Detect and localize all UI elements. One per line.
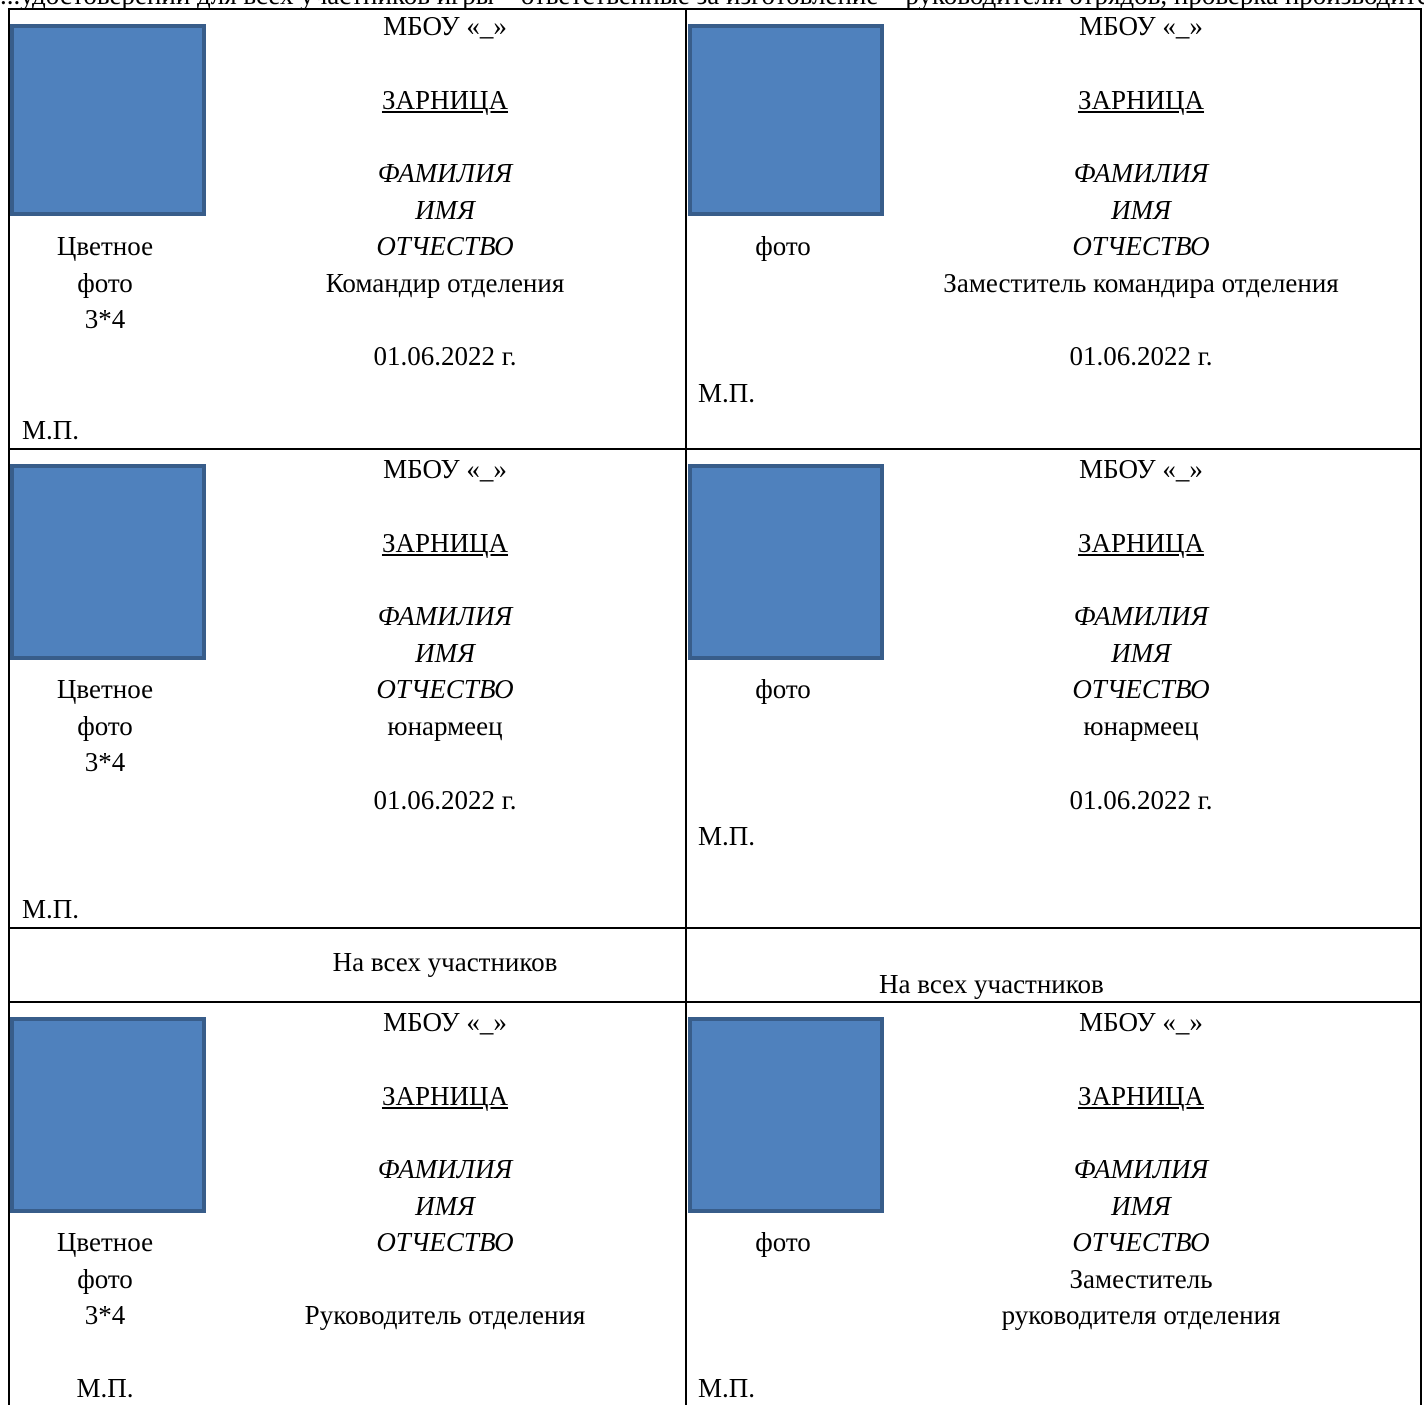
card-title: ЗАРНИЦА xyxy=(1077,1081,1205,1111)
table-rule xyxy=(8,1001,1422,1003)
photo-placeholder xyxy=(10,464,206,660)
surname-field: ФАМИЛИЯ xyxy=(1073,1154,1209,1184)
table-rule xyxy=(8,8,1422,10)
school-name: МБОУ «_» xyxy=(1079,1007,1203,1037)
photo-caption: фото xyxy=(755,674,811,704)
school-name: МБОУ «_» xyxy=(1079,11,1203,41)
table-rule xyxy=(1420,8,1422,1405)
photo-caption: 3*4 xyxy=(84,747,126,777)
photo-caption: фото xyxy=(77,268,133,298)
patronymic-field: ОТЧЕСТВО xyxy=(376,231,514,261)
note-all-participants: На всех участников xyxy=(332,947,558,977)
table-rule xyxy=(8,8,10,1405)
patronymic-field: ОТЧЕСТВО xyxy=(1072,1227,1210,1257)
role-label: Заместитель xyxy=(1069,1264,1213,1294)
surname-field: ФАМИЛИЯ xyxy=(377,601,513,631)
issue-date: 01.06.2022 г. xyxy=(1069,785,1213,815)
role-label: юнармеец xyxy=(1083,711,1199,741)
surname-field: ФАМИЛИЯ xyxy=(1073,158,1209,188)
surname-field: ФАМИЛИЯ xyxy=(377,1154,513,1184)
card-title: ЗАРНИЦА xyxy=(1077,85,1205,115)
role-label: руководителя отделения xyxy=(1001,1300,1281,1330)
photo-caption: фото xyxy=(77,711,133,741)
role-label: Руководитель отделения xyxy=(304,1300,586,1330)
card-title: ЗАРНИЦА xyxy=(1077,528,1205,558)
stamp-label: М.П. xyxy=(22,415,80,445)
issue-date: 01.06.2022 г. xyxy=(1069,341,1213,371)
table-rule xyxy=(685,8,687,1405)
photo-caption: 3*4 xyxy=(84,1300,126,1330)
school-name: МБОУ «_» xyxy=(383,11,507,41)
card-title: ЗАРНИЦА xyxy=(381,1081,509,1111)
name-field: ИМЯ xyxy=(415,195,475,225)
photo-caption: Цветное xyxy=(56,231,154,261)
role-label: Заместитель командира отделения xyxy=(943,268,1339,298)
patronymic-field: ОТЧЕСТВО xyxy=(1072,231,1210,261)
photo-placeholder xyxy=(10,24,206,216)
photo-placeholder xyxy=(688,464,884,660)
issue-date: 01.06.2022 г. xyxy=(373,785,517,815)
issue-date: 01.06.2022 г. xyxy=(373,341,517,371)
table-rule xyxy=(8,448,1422,450)
photo-placeholder xyxy=(688,24,884,216)
photo-placeholder xyxy=(10,1017,206,1213)
note-all-participants: На всех участников xyxy=(879,969,1104,999)
photo-caption: Цветное xyxy=(56,1227,154,1257)
school-name: МБОУ «_» xyxy=(383,454,507,484)
table-rule xyxy=(8,927,1422,929)
patronymic-field: ОТЧЕСТВО xyxy=(376,674,514,704)
surname-field: ФАМИЛИЯ xyxy=(1073,601,1209,631)
patronymic-field: ОТЧЕСТВО xyxy=(1072,674,1210,704)
stamp-label: М.П. xyxy=(698,821,756,851)
stamp-label: М.П. xyxy=(76,1373,134,1403)
card-title: ЗАРНИЦА xyxy=(381,85,509,115)
top-cut-text: ...удостоверений для всех участников игр… xyxy=(0,0,1424,8)
photo-caption: фото xyxy=(755,1227,811,1257)
name-field: ИМЯ xyxy=(1111,1191,1171,1221)
name-field: ИМЯ xyxy=(1111,638,1171,668)
photo-caption: фото xyxy=(77,1264,133,1294)
photo-caption: фото xyxy=(755,231,811,261)
name-field: ИМЯ xyxy=(415,638,475,668)
card-title: ЗАРНИЦА xyxy=(381,528,509,558)
stamp-label: М.П. xyxy=(22,894,80,924)
role-label: Командир отделения xyxy=(325,268,565,298)
photo-placeholder xyxy=(688,1017,884,1213)
name-field: ИМЯ xyxy=(1111,195,1171,225)
stamp-label: М.П. xyxy=(698,1373,756,1403)
school-name: МБОУ «_» xyxy=(383,1007,507,1037)
name-field: ИМЯ xyxy=(415,1191,475,1221)
surname-field: ФАМИЛИЯ xyxy=(377,158,513,188)
photo-caption: Цветное xyxy=(56,674,154,704)
role-label: юнармеец xyxy=(387,711,503,741)
photo-caption: 3*4 xyxy=(84,304,126,334)
school-name: МБОУ «_» xyxy=(1079,454,1203,484)
stamp-label: М.П. xyxy=(698,378,756,408)
patronymic-field: ОТЧЕСТВО xyxy=(376,1227,514,1257)
